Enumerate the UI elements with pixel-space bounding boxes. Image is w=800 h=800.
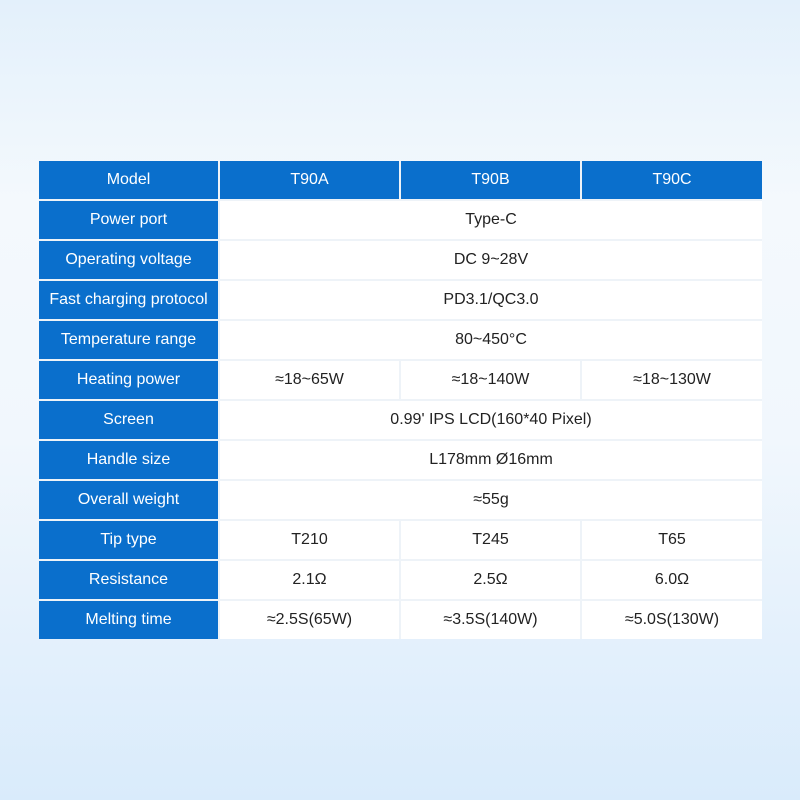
row-value: 2.5Ω bbox=[401, 561, 580, 599]
row-value: Type-C bbox=[220, 201, 762, 239]
row-label: Heating power bbox=[39, 361, 218, 399]
row-label: Power port bbox=[39, 201, 218, 239]
header-model: T90C bbox=[582, 161, 762, 199]
row-value: ≈18~65W bbox=[220, 361, 399, 399]
row-value: L178mm Ø16mm bbox=[220, 441, 762, 479]
row-value: ≈18~130W bbox=[582, 361, 762, 399]
row-value: ≈18~140W bbox=[401, 361, 580, 399]
row-value: ≈55g bbox=[220, 481, 762, 519]
row-label: Operating voltage bbox=[39, 241, 218, 279]
row-value: ≈2.5S(65W) bbox=[220, 601, 399, 639]
row-value: T210 bbox=[220, 521, 399, 559]
row-value: DC 9~28V bbox=[220, 241, 762, 279]
spec-table: Model T90A T90B T90C Power port Type-C Ope… bbox=[39, 161, 762, 639]
row-value: 6.0Ω bbox=[582, 561, 762, 599]
row-label: Overall weight bbox=[39, 481, 218, 519]
row-label: Fast charging protocol bbox=[39, 281, 218, 319]
header-model: T90B bbox=[401, 161, 580, 199]
header-label: Model bbox=[39, 161, 218, 199]
row-label: Tip type bbox=[39, 521, 218, 559]
row-value: PD3.1/QC3.0 bbox=[220, 281, 762, 319]
row-label: Screen bbox=[39, 401, 218, 439]
row-label: Resistance bbox=[39, 561, 218, 599]
row-value: ≈5.0S(130W) bbox=[582, 601, 762, 639]
row-value: T65 bbox=[582, 521, 762, 559]
header-model: T90A bbox=[220, 161, 399, 199]
row-label: Melting time bbox=[39, 601, 218, 639]
row-label: Temperature range bbox=[39, 321, 218, 359]
row-value: 0.99' IPS LCD(160*40 Pixel) bbox=[220, 401, 762, 439]
row-value: T245 bbox=[401, 521, 580, 559]
row-value: ≈3.5S(140W) bbox=[401, 601, 580, 639]
row-value: 80~450°C bbox=[220, 321, 762, 359]
row-label: Handle size bbox=[39, 441, 218, 479]
row-value: 2.1Ω bbox=[220, 561, 399, 599]
